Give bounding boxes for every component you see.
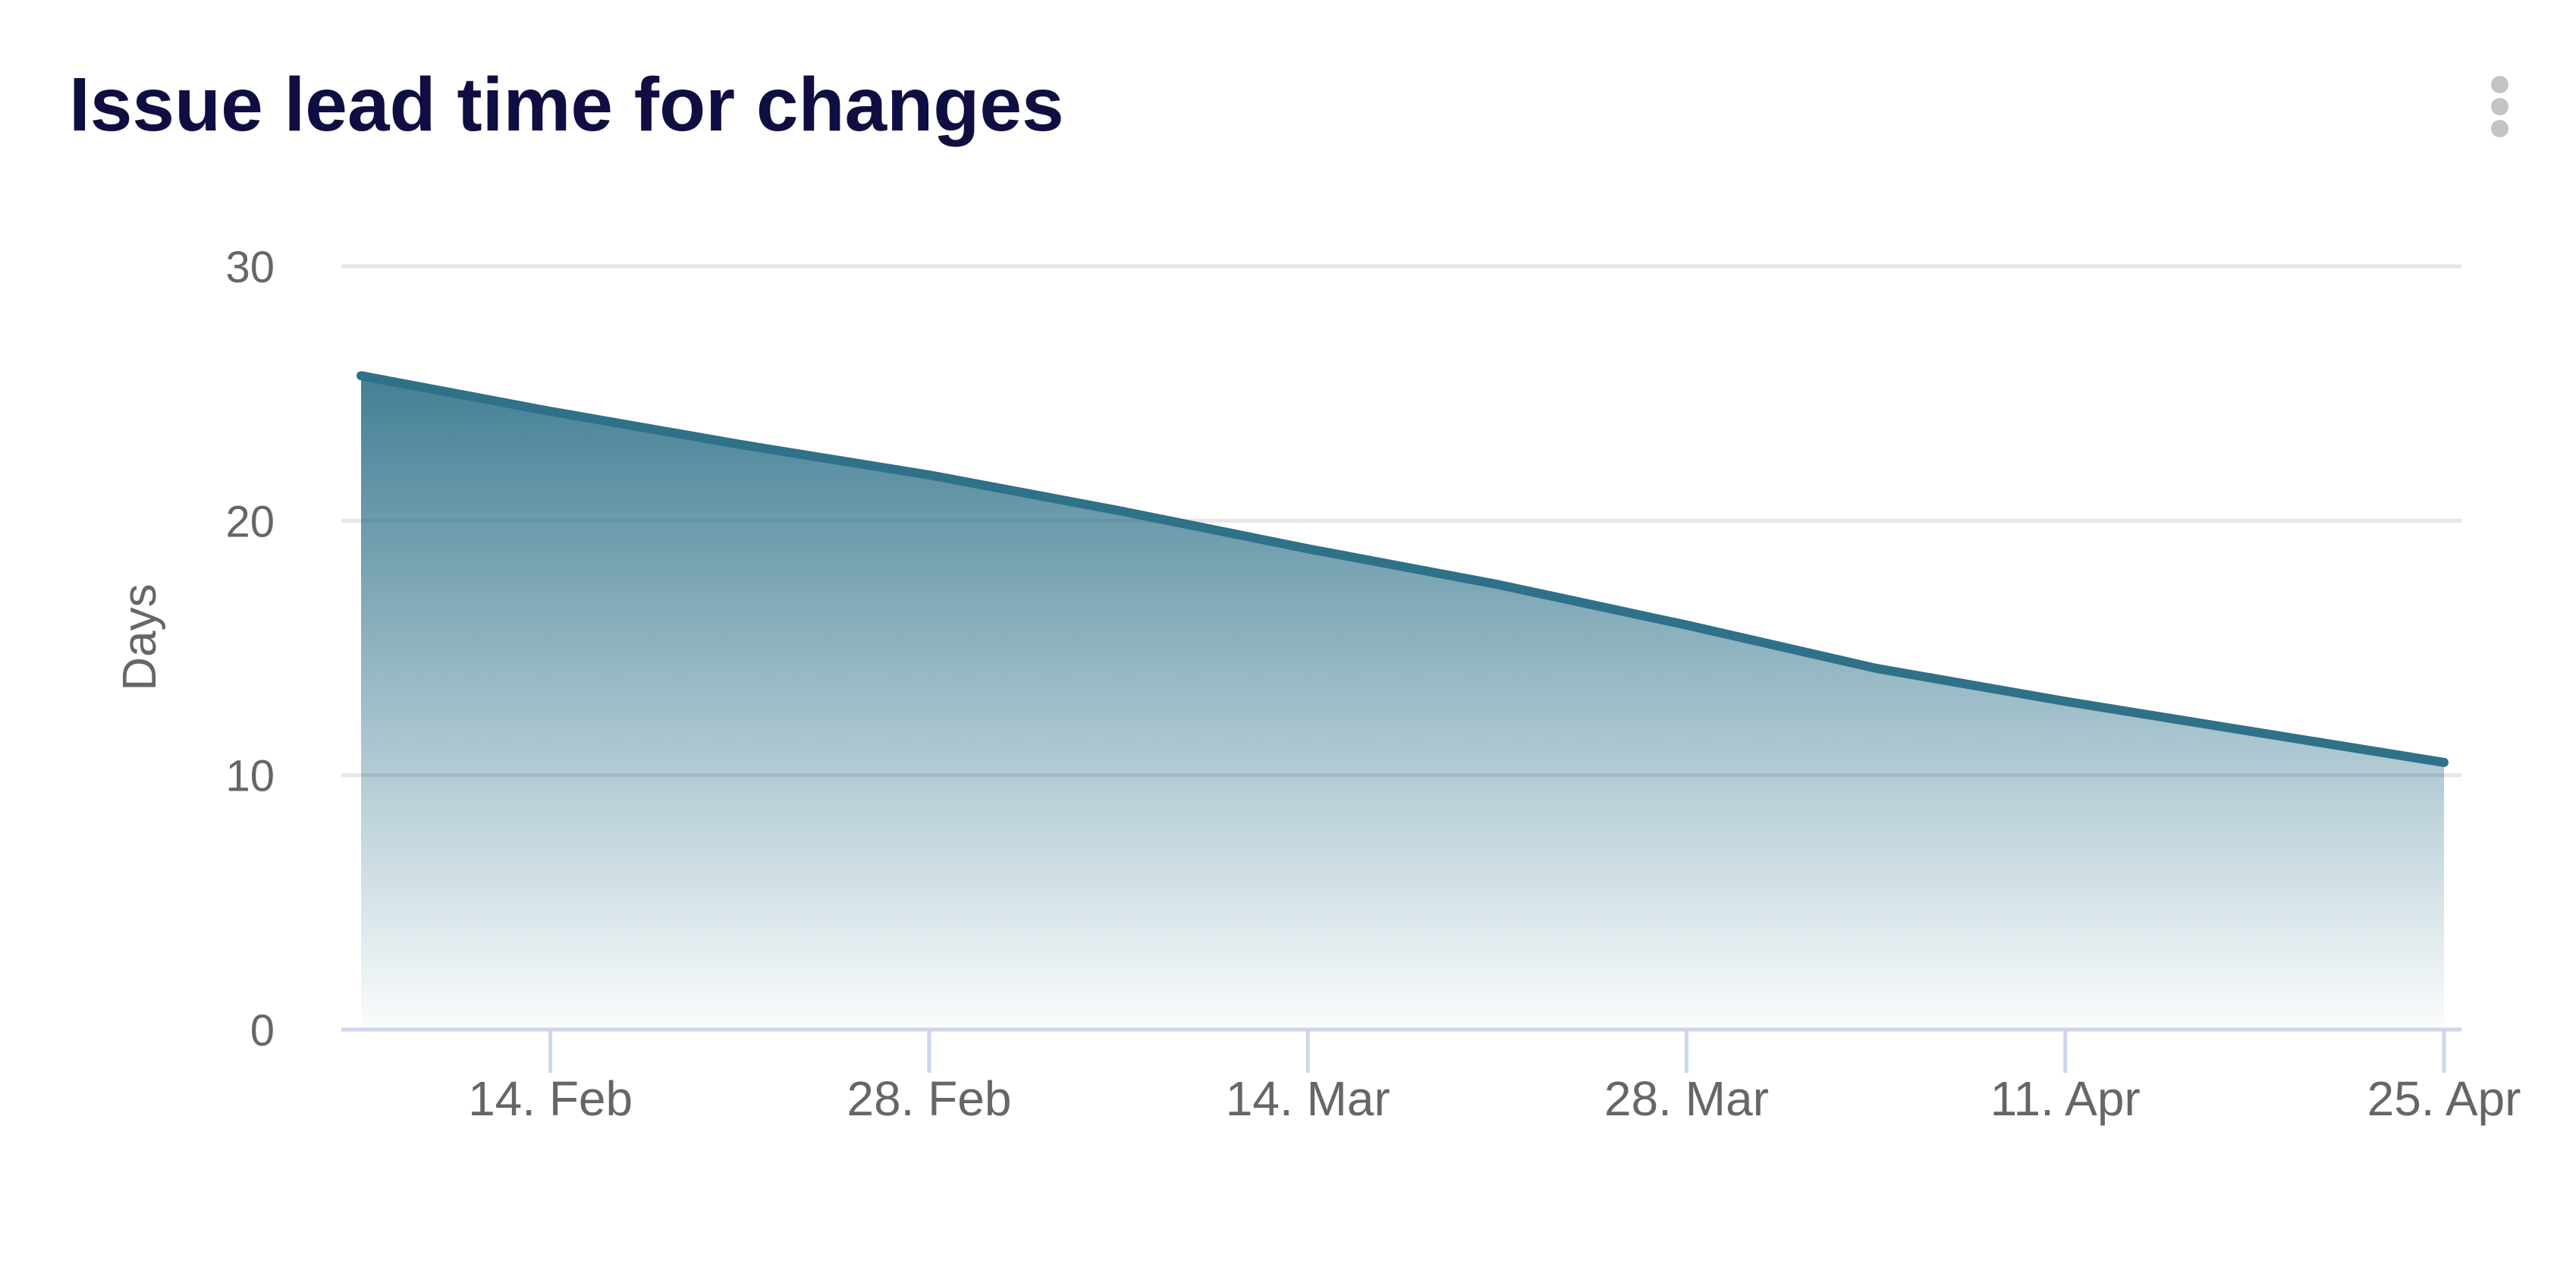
x-axis-label: 11. Apr <box>1990 1071 2141 1126</box>
y-axis-label: 20 <box>225 497 275 546</box>
chart-context-menu-button[interactable] <box>2475 67 2524 146</box>
kebab-dot <box>2490 75 2508 93</box>
x-axis-label: 28. Feb <box>847 1071 1011 1126</box>
series-line <box>357 371 2449 767</box>
x-axis-label: 14. Feb <box>468 1071 633 1126</box>
y-axis-label: 0 <box>250 1006 275 1055</box>
kebab-dot <box>2490 97 2508 115</box>
y-axis-label: 10 <box>225 752 275 801</box>
y-axis-label: 30 <box>225 243 275 292</box>
kebab-dot <box>2490 119 2508 137</box>
chart-title: Issue lead time for changes <box>69 62 1064 147</box>
x-axis-label: 28. Mar <box>1604 1071 1769 1126</box>
series-area <box>361 376 2444 1030</box>
x-axis-label: 25. Apr <box>2367 1071 2521 1126</box>
x-axis-label: 14. Mar <box>1226 1071 1390 1126</box>
y-axis-title: Days <box>114 583 166 690</box>
